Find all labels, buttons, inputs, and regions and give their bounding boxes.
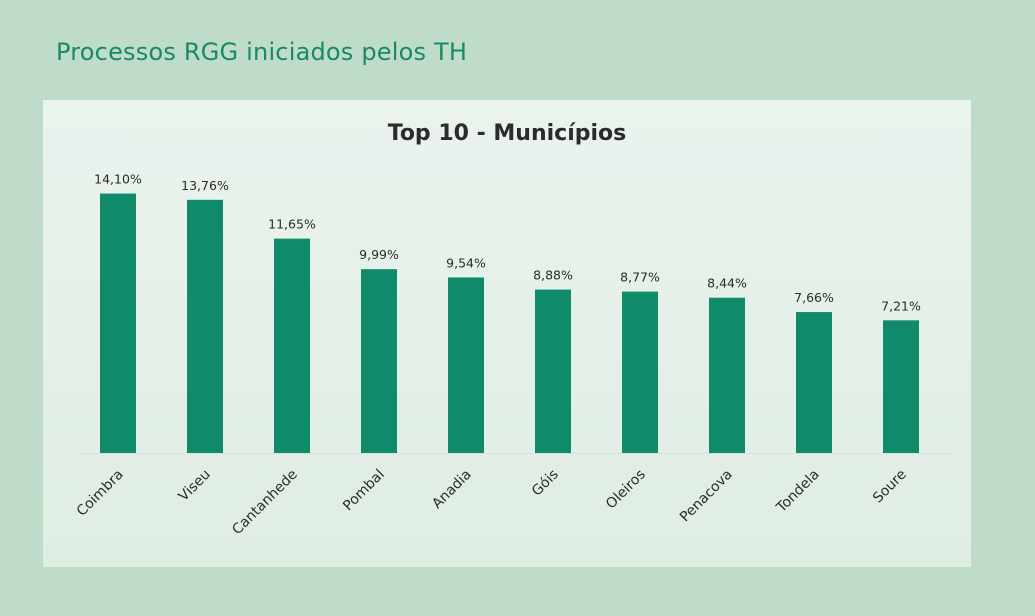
bar-tondela (796, 312, 832, 453)
data-label: 8,44% (707, 276, 747, 291)
bar-viseu (187, 199, 223, 453)
x-tick-label: Viseu (176, 467, 214, 505)
x-tick-label: Penacova (677, 467, 736, 526)
x-tick-label: Soure (870, 467, 910, 507)
bar-oleiros (622, 291, 658, 453)
x-tick-label: Pombal (340, 467, 388, 515)
chart-title: Top 10 - Municípios (388, 121, 627, 146)
data-label: 7,21% (881, 298, 921, 313)
bar-soure (883, 320, 919, 453)
bar-coimbra (100, 193, 136, 453)
x-tick-label: Oleiros (603, 467, 649, 513)
page-title: Processos RGG iniciados pelos TH (56, 38, 468, 66)
bar-anadia (448, 277, 484, 453)
bar-cantanhede (274, 238, 310, 453)
data-label: 14,10% (94, 172, 142, 187)
bar-pombal (361, 269, 397, 453)
x-tick-label: Cantanhede (229, 467, 301, 539)
data-label: 13,76% (181, 178, 229, 193)
bars-group (100, 193, 919, 453)
bar-penacova (709, 297, 745, 453)
data-label: 8,88% (533, 268, 573, 283)
x-tick-label: Coimbra (74, 467, 127, 520)
data-label: 11,65% (268, 217, 316, 232)
bar-góis (535, 289, 571, 453)
x-tick-label: Góis (529, 467, 562, 500)
bar-chart: Top 10 - Municípios 14,10% 13,76% 11,65% 9,… (74, 121, 955, 539)
x-tick-label: Tondela (773, 467, 823, 517)
data-label: 9,54% (446, 255, 486, 270)
data-label: 8,77% (620, 270, 660, 285)
chart-panel: Top 10 - Municípios 14,10% 13,76% 11,65% 9,… (43, 100, 971, 567)
x-tick-labels-group: Coimbra Viseu Cantanhede Pombal Anadia Góis Ol… (74, 467, 910, 539)
data-labels-group: 14,10% 13,76% 11,65% 9,99% 9,54% 8,88% 8,77% 8,… (94, 172, 921, 314)
data-label: 7,66% (794, 290, 834, 305)
data-label: 9,99% (359, 247, 399, 262)
x-tick-label: Anadia (429, 467, 475, 513)
